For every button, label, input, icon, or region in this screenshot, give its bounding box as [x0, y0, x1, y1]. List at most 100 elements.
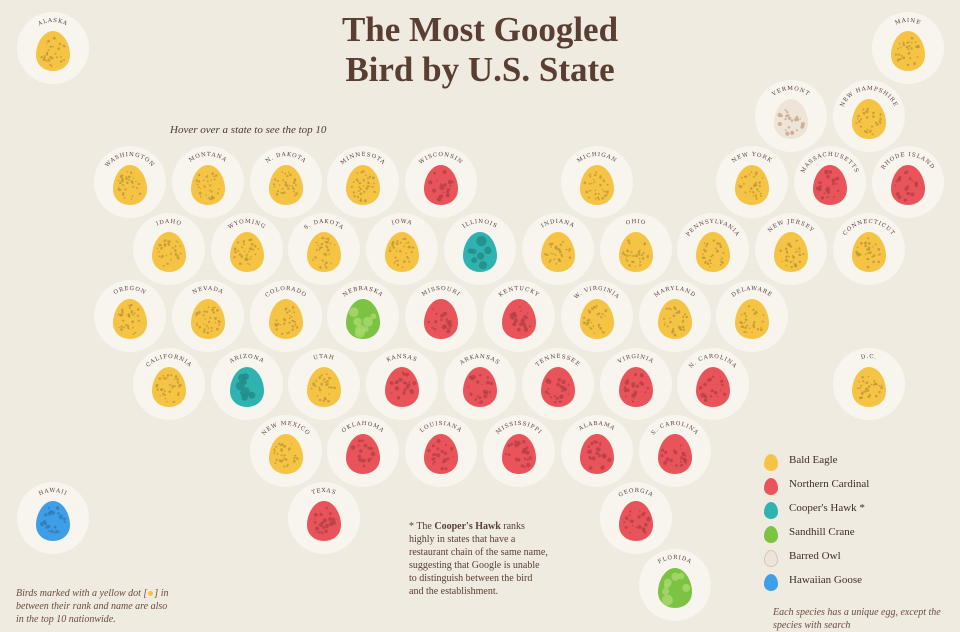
state-cell-tennessee[interactable]: TENNESSEE	[522, 348, 594, 420]
state-cell-arkansas[interactable]: ARKANSAS	[444, 348, 516, 420]
state-cell-georgia[interactable]: GEORGIA	[600, 482, 672, 554]
state-cell-new-mexico[interactable]: NEW MEXICO	[250, 415, 322, 487]
state-cell-oregon[interactable]: OREGON	[94, 280, 166, 352]
state-cell-n-dakota[interactable]: N. DAKOTA	[250, 146, 322, 218]
state-cell-connecticut[interactable]: CONNECTICUT	[833, 213, 905, 285]
egg-species-note: Each species has a unique egg, except th…	[773, 607, 941, 631]
egg-graphic: TENNESSEE	[535, 354, 580, 407]
state-cell-indiana[interactable]: INDIANA	[522, 213, 594, 285]
state-label: IDAHO	[155, 219, 182, 228]
state-cell-florida[interactable]: FLORIDA	[639, 549, 711, 621]
egg-graphic: MASSACHUSETTS	[800, 152, 859, 205]
egg-graphic: FLORIDA	[657, 555, 693, 608]
egg-graphic: PENNSYLVANIA	[686, 219, 740, 272]
state-cell-massachusetts[interactable]: MASSACHUSETTS	[794, 146, 866, 218]
state-cell-kansas[interactable]: KANSAS	[366, 348, 438, 420]
egg-graphic: W. VIRGINIA	[573, 286, 620, 339]
state-label: FLORIDA	[657, 555, 693, 566]
state-label: MISSOURI	[421, 286, 461, 298]
state-cell-texas[interactable]: TEXAS	[288, 482, 360, 554]
state-cell-iowa[interactable]: IOWA	[366, 213, 438, 285]
dot-note-after: ] in between their rank and name are als…	[16, 588, 169, 625]
state-cell-vermont[interactable]: VERMONT	[755, 80, 827, 152]
state-cell-washington[interactable]: WASHINGTON	[94, 146, 166, 218]
state-cell-pennsylvania[interactable]: PENNSYLVANIA	[677, 213, 749, 285]
egg-shape	[580, 299, 614, 339]
state-label: ALASKA	[36, 18, 68, 28]
egg-shape	[346, 165, 380, 205]
legend-egg-icon	[764, 454, 778, 471]
state-cell-alaska[interactable]: ALASKA	[17, 12, 89, 84]
state-cell-w-virginia[interactable]: W. VIRGINIA	[561, 280, 633, 352]
state-cell-kentucky[interactable]: KENTUCKY	[483, 280, 555, 352]
egg-graphic: NEW MEXICO	[261, 421, 310, 474]
state-label: MAINE	[894, 18, 921, 27]
state-cell-idaho[interactable]: IDAHO	[133, 213, 205, 285]
legend-egg-icon	[764, 526, 778, 543]
state-cell-s-carolina[interactable]: S. CAROLINA	[639, 415, 711, 487]
egg-shape	[36, 501, 70, 541]
egg-graphic: CALIFORNIA	[145, 354, 192, 407]
state-cell-montana[interactable]: MONTANA	[172, 146, 244, 218]
state-cell-d-c[interactable]: D.C.	[833, 348, 905, 420]
egg-graphic: MAINE	[891, 18, 925, 71]
state-cell-new-jersey[interactable]: NEW JERSEY	[755, 213, 827, 285]
egg-graphic: KENTUCKY	[498, 286, 540, 339]
egg-graphic: OHIO	[619, 219, 653, 272]
state-cell-wyoming[interactable]: WYOMING	[211, 213, 283, 285]
state-cell-n-carolina[interactable]: N. CAROLINA	[677, 348, 749, 420]
egg-graphic: S. DAKOTA	[303, 219, 344, 272]
egg-shape	[774, 232, 808, 272]
state-cell-wisconsin[interactable]: WISCONSIN	[405, 146, 477, 218]
state-cell-california[interactable]: CALIFORNIA	[133, 348, 205, 420]
state-cell-new-york[interactable]: NEW YORK	[716, 146, 788, 218]
egg-graphic: DELAWARE	[731, 286, 772, 339]
state-cell-minnesota[interactable]: MINNESOTA	[327, 146, 399, 218]
state-cell-nevada[interactable]: NEVADA	[172, 280, 244, 352]
egg-graphic: OREGON	[113, 286, 147, 339]
legend-egg-icon	[764, 550, 778, 567]
egg-shape	[580, 165, 614, 205]
title-line-1: The Most Googled	[341, 10, 619, 49]
egg-graphic: MARYLAND	[653, 286, 696, 339]
state-cell-illinois[interactable]: ILLINOIS	[444, 213, 516, 285]
egg-graphic: ILLINOIS	[462, 219, 497, 272]
state-cell-michigan[interactable]: MICHIGAN	[561, 146, 633, 218]
state-label: VIRGINIA	[616, 354, 654, 366]
state-label: WYOMING	[227, 219, 266, 231]
egg-graphic: COLORADO	[264, 286, 307, 339]
egg-shape	[541, 232, 575, 272]
state-cell-colorado[interactable]: COLORADO	[250, 280, 322, 352]
state-cell-oklahoma[interactable]: OKLAHOMA	[327, 415, 399, 487]
state-cell-ohio[interactable]: OHIO	[600, 213, 672, 285]
egg-graphic: RHODE ISLAND	[881, 152, 935, 205]
egg-shape	[230, 367, 264, 407]
state-cell-mississippi[interactable]: MISSISSIPPI	[483, 415, 555, 487]
egg-graphic: ALASKA	[36, 18, 70, 71]
state-cell-maryland[interactable]: MARYLAND	[639, 280, 711, 352]
state-cell-nebraska[interactable]: NEBRASKA	[327, 280, 399, 352]
state-label: GEORGIA	[618, 488, 654, 499]
state-cell-virginia[interactable]: VIRGINIA	[600, 348, 672, 420]
state-cell-missouri[interactable]: MISSOURI	[405, 280, 477, 352]
egg-graphic: GEORGIA	[618, 488, 654, 541]
note-bird-name: Cooper's Hawk	[434, 521, 501, 532]
state-cell-maine[interactable]: MAINE	[872, 12, 944, 84]
state-cell-louisiana[interactable]: LOUISIANA	[405, 415, 477, 487]
state-cell-rhode-island[interactable]: RHODE ISLAND	[872, 146, 944, 218]
state-label: NEBRASKA	[342, 286, 384, 299]
state-cell-hawaii[interactable]: HAWAII	[17, 482, 89, 554]
state-cell-alabama[interactable]: ALABAMA	[561, 415, 633, 487]
state-cell-new-hampshire[interactable]: NEW HAMPSHIRE	[833, 80, 905, 152]
egg-graphic: VERMONT	[770, 86, 810, 139]
state-cell-utah[interactable]: UTAH	[288, 348, 360, 420]
page-title: The Most Googled Bird by U.S. State	[300, 10, 660, 90]
egg-shape	[541, 367, 575, 407]
state-cell-arizona[interactable]: ARIZONA	[211, 348, 283, 420]
state-cell-s-dakota[interactable]: S. DAKOTA	[288, 213, 360, 285]
egg-graphic: NEW HAMPSHIRE	[839, 86, 898, 139]
egg-graphic: MISSOURI	[421, 286, 461, 339]
state-label: MISSISSIPPI	[495, 421, 543, 436]
state-label: KENTUCKY	[498, 286, 540, 299]
state-cell-delaware[interactable]: DELAWARE	[716, 280, 788, 352]
